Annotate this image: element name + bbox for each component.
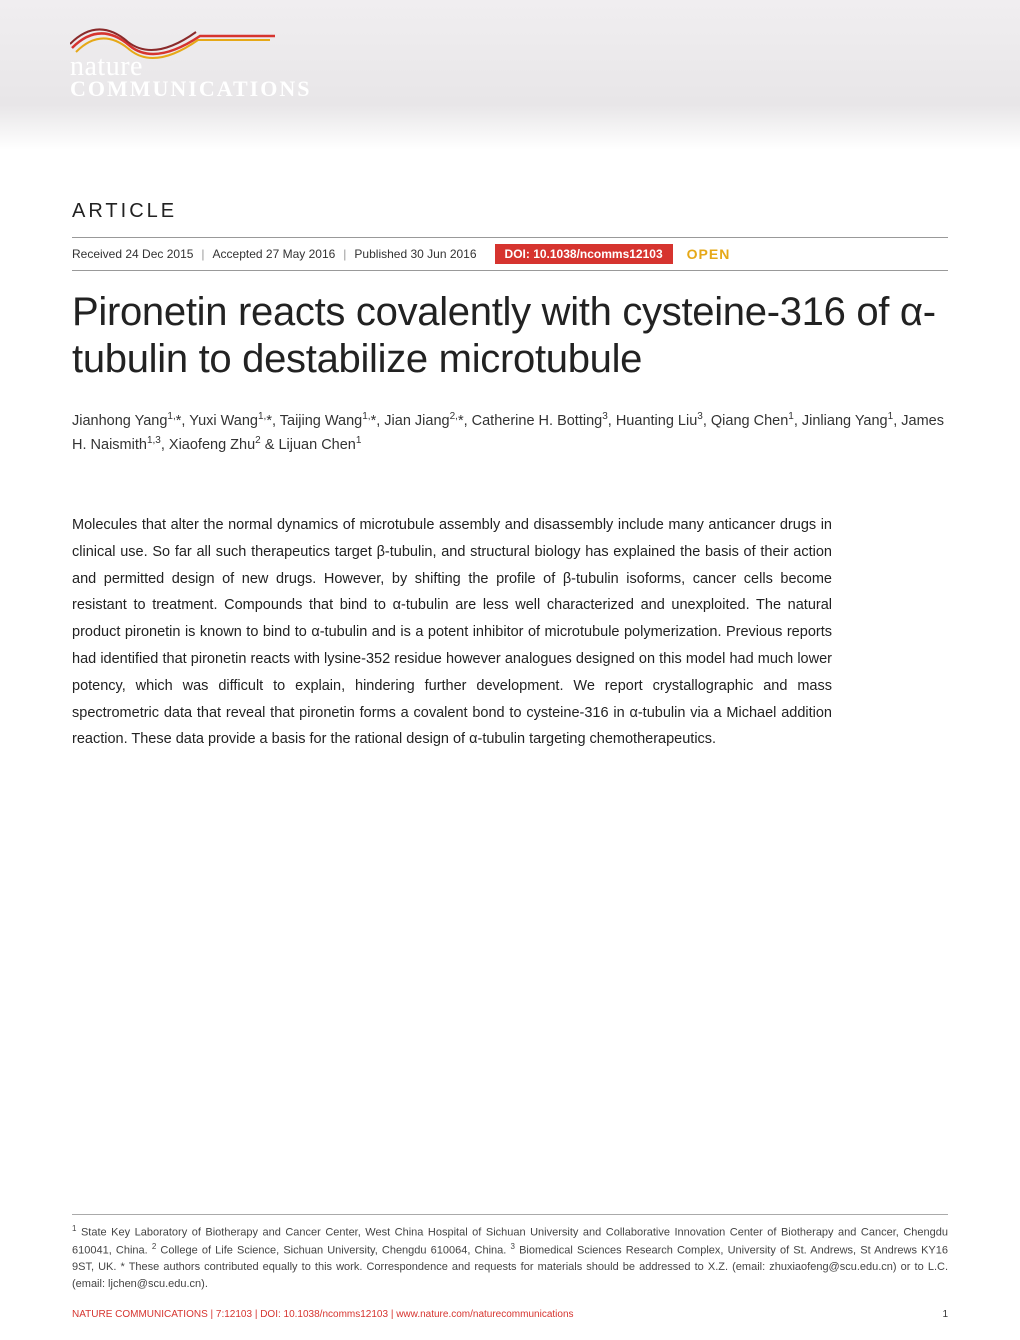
open-access-badge: OPEN (687, 246, 731, 262)
journal-header: nature COMMUNICATIONS (0, 0, 1020, 150)
page-footer: NATURE COMMUNICATIONS | 7:12103 | DOI: 1… (72, 1309, 948, 1320)
author-list: Jianhong Yang1,*, Yuxi Wang1,*, Taijing … (72, 409, 948, 456)
meta-separator: | (343, 247, 346, 261)
logo-text: nature COMMUNICATIONS (70, 54, 311, 99)
logo-communications: COMMUNICATIONS (70, 79, 311, 100)
meta-separator: | (201, 247, 204, 261)
abstract: Molecules that alter the normal dynamics… (72, 512, 832, 753)
affiliations: 1 State Key Laboratory of Biotherapy and… (72, 1214, 948, 1292)
footer-citation: NATURE COMMUNICATIONS | 7:12103 | DOI: 1… (72, 1309, 574, 1320)
article-content: ARTICLE Received 24 Dec 2015 | Accepted … (0, 150, 1020, 753)
published-date: Published 30 Jun 2016 (354, 247, 476, 261)
article-title: Pironetin reacts covalently with cystein… (72, 289, 948, 383)
publication-meta: Received 24 Dec 2015 | Accepted 27 May 2… (72, 237, 948, 271)
received-date: Received 24 Dec 2015 (72, 247, 193, 261)
doi-badge: DOI: 10.1038/ncomms12103 (495, 244, 673, 264)
journal-logo: nature COMMUNICATIONS (70, 18, 1020, 99)
page-number: 1 (942, 1309, 948, 1320)
article-type-label: ARTICLE (72, 200, 948, 223)
accepted-date: Accepted 27 May 2016 (213, 247, 336, 261)
